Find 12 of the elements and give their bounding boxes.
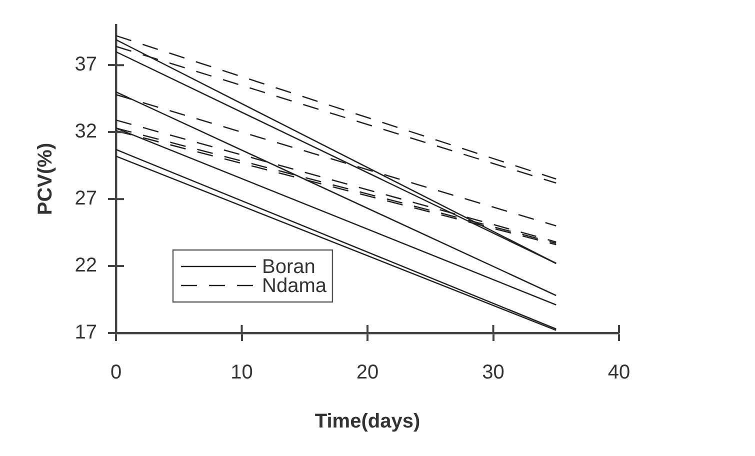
- y-tick-label: 37: [74, 54, 97, 76]
- y-tick-label: 17: [74, 322, 97, 344]
- y-tick-label: 27: [74, 188, 97, 210]
- y-tick-label: 22: [74, 254, 97, 277]
- x-axis-title: Time(days): [314, 410, 420, 433]
- y-axis-title: PCV(%): [34, 142, 57, 216]
- x-tick-label: 20: [356, 362, 379, 384]
- x-tick-label: 0: [110, 362, 122, 384]
- x-tick-label: 30: [482, 362, 504, 384]
- y-tick-label: 32: [74, 120, 97, 143]
- x-tick-label: 10: [230, 362, 253, 384]
- x-tick-label: 40: [608, 362, 630, 384]
